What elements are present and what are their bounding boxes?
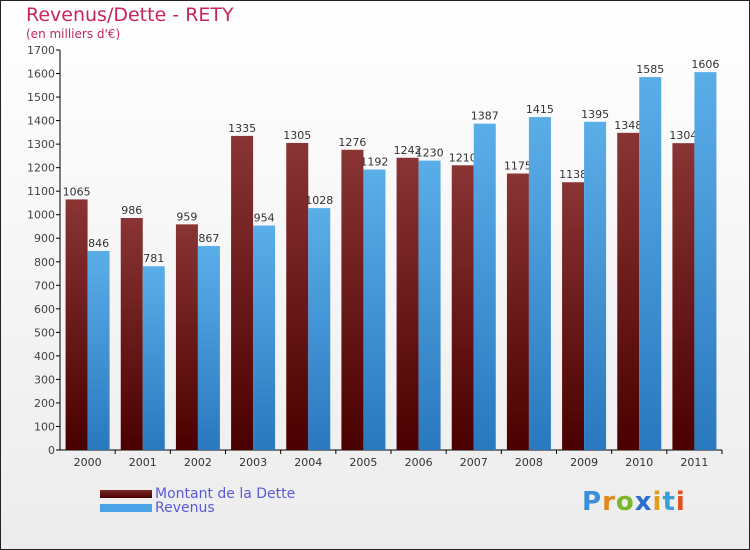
- data-label: 1304: [669, 129, 697, 142]
- y-tick-label: 1200: [27, 162, 55, 175]
- data-label: 1415: [526, 103, 554, 116]
- chart-title: Revenus/Dette - RETY: [26, 4, 234, 26]
- bar-dette: [65, 199, 88, 450]
- data-label: 1175: [504, 160, 532, 173]
- data-label: 1192: [360, 156, 388, 169]
- data-label: 1606: [691, 58, 719, 71]
- x-tick-label: 2010: [625, 456, 653, 469]
- y-tick-label: 300: [34, 373, 55, 386]
- y-tick-label: 1000: [27, 209, 55, 222]
- legend-label-dette: Montant de la Dette: [155, 486, 296, 502]
- bar-revenus: [197, 246, 220, 450]
- data-label: 1387: [471, 110, 499, 123]
- bar-revenus: [87, 250, 110, 450]
- data-label: 954: [254, 212, 275, 225]
- data-label: 1335: [228, 122, 256, 135]
- bar-revenus: [253, 225, 276, 450]
- bar-dette: [672, 143, 695, 451]
- data-label: 1585: [636, 63, 664, 76]
- y-tick-label: 900: [34, 232, 55, 245]
- data-label: 846: [88, 237, 109, 250]
- y-tick-label: 1100: [27, 185, 55, 198]
- x-tick-label: 2002: [184, 456, 212, 469]
- chart-subtitle: (en milliers d'€): [26, 27, 121, 41]
- bar-dette: [562, 182, 585, 450]
- bar-dette: [617, 132, 640, 450]
- x-tick-label: 2011: [680, 456, 708, 469]
- bar-revenus: [584, 121, 607, 450]
- bar-revenus: [308, 208, 331, 450]
- bar-revenus: [694, 72, 717, 450]
- data-label: 1230: [416, 147, 444, 160]
- bar-revenus: [528, 117, 551, 450]
- y-tick-label: 400: [34, 350, 55, 363]
- bar-revenus: [639, 77, 662, 450]
- data-label: 1276: [338, 136, 366, 149]
- data-label: 1305: [283, 129, 311, 142]
- legend-label-revenus: Revenus: [155, 500, 215, 516]
- bar-dette: [341, 149, 364, 450]
- y-tick-label: 0: [48, 444, 55, 457]
- y-tick-label: 700: [34, 279, 55, 292]
- x-tick-label: 2007: [460, 456, 488, 469]
- legend-item-revenus: Revenus: [100, 500, 215, 516]
- x-tick-label: 2009: [570, 456, 598, 469]
- bar-revenus: [363, 169, 386, 450]
- proxiti-logo: Proxiti: [582, 487, 686, 517]
- x-tick-label: 2005: [349, 456, 377, 469]
- y-tick-label: 1600: [27, 68, 55, 81]
- y-tick-label: 600: [34, 303, 55, 316]
- legend-item-dette: Montant de la Dette: [100, 486, 295, 502]
- x-tick-label: 2003: [239, 456, 267, 469]
- bar-dette: [506, 173, 529, 450]
- data-label: 959: [176, 210, 197, 223]
- x-tick-label: 2000: [74, 456, 102, 469]
- y-tick-label: 500: [34, 326, 55, 339]
- data-label: 1395: [581, 108, 609, 121]
- y-tick-label: 100: [34, 420, 55, 433]
- y-tick-label: 1400: [27, 115, 55, 128]
- legend-swatch-revenus: [100, 504, 152, 512]
- y-tick-label: 1700: [27, 44, 55, 57]
- data-label: 1065: [63, 185, 91, 198]
- data-label: 867: [198, 232, 219, 245]
- bar-dette: [286, 142, 309, 451]
- data-label: 1348: [614, 119, 642, 132]
- y-tick-label: 1300: [27, 138, 55, 151]
- x-tick-label: 2001: [129, 456, 157, 469]
- bar-dette: [451, 165, 474, 450]
- data-label: 1210: [449, 151, 477, 164]
- y-tick-label: 200: [34, 397, 55, 410]
- data-label: 781: [143, 252, 164, 265]
- x-tick-label: 2008: [515, 456, 543, 469]
- y-tick-label: 1500: [27, 91, 55, 104]
- bar-dette: [120, 218, 143, 450]
- bar-revenus: [473, 123, 496, 450]
- bar-dette: [396, 157, 419, 450]
- y-tick-label: 800: [34, 256, 55, 269]
- bar-revenus: [418, 160, 441, 450]
- data-label: 1242: [394, 144, 422, 157]
- x-tick-label: 2004: [294, 456, 322, 469]
- x-tick-label: 2006: [405, 456, 433, 469]
- bar-revenus: [142, 266, 165, 450]
- data-label: 1138: [559, 168, 587, 181]
- data-label: 1028: [305, 194, 333, 207]
- bar-dette: [231, 135, 254, 450]
- legend-swatch-dette: [100, 490, 152, 498]
- data-label: 986: [121, 204, 142, 217]
- bar-dette: [175, 224, 198, 450]
